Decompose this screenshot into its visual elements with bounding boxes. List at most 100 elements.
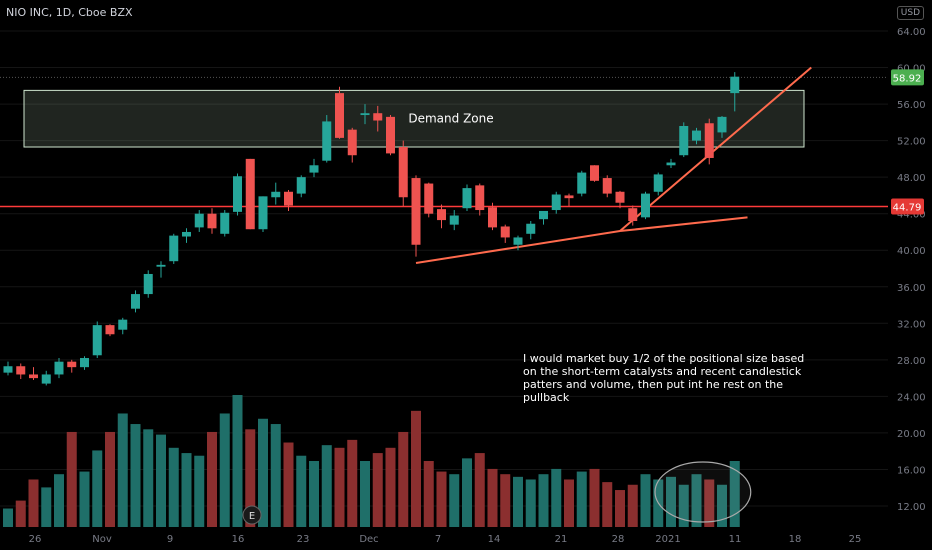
volume-highlight-ellipse <box>654 461 752 523</box>
candle-body <box>462 188 472 209</box>
volume-bar <box>296 455 307 527</box>
volume-bar <box>181 453 192 527</box>
x-tick-label: 18 <box>789 534 802 545</box>
candle-body <box>335 93 344 138</box>
candle-body <box>322 121 332 161</box>
volume-bar <box>270 424 281 527</box>
candle-body <box>105 325 115 335</box>
candle-body <box>666 162 676 166</box>
candle-body <box>539 210 548 220</box>
y-tick-label: 48.00 <box>897 173 926 184</box>
volume-bar <box>3 508 13 527</box>
candle-body <box>641 193 650 218</box>
volume-bar <box>525 479 536 527</box>
volume-bar <box>347 439 358 527</box>
volume-bar <box>28 479 39 527</box>
volume-bar <box>219 413 230 527</box>
trend-line <box>619 216 748 233</box>
candle-body <box>526 223 536 234</box>
candle-body <box>449 215 459 225</box>
volume-bar <box>41 487 52 527</box>
y-tick-label: 36.00 <box>897 283 926 294</box>
earnings-marker-label: E <box>249 511 255 522</box>
y-tick-label: 44.00 <box>897 210 926 221</box>
volume-bar <box>168 447 179 527</box>
volume-bar <box>500 474 511 527</box>
symbol-header[interactable]: NIO INC, 1D, Cboe BZX <box>6 6 133 19</box>
volume-bar <box>54 474 64 527</box>
volume-bar <box>309 461 319 527</box>
volume-bar <box>105 431 115 527</box>
volume-bar <box>245 429 256 527</box>
volume-bar <box>449 474 460 527</box>
volume-bar <box>678 484 689 527</box>
x-tick-label: Nov <box>92 534 112 545</box>
volume-bar <box>551 468 562 527</box>
volume-bar <box>704 479 715 527</box>
candle-body <box>80 358 89 368</box>
candle-body <box>717 116 727 133</box>
volume-bar <box>334 447 345 527</box>
x-tick-label: 11 <box>729 534 742 545</box>
note-text-line: pullback <box>523 391 570 404</box>
candle-body <box>437 209 446 221</box>
candle-body <box>284 191 293 206</box>
volume-bar <box>398 431 409 527</box>
trend-line <box>619 66 812 232</box>
volume-bar <box>130 424 141 527</box>
y-tick-label: 28.00 <box>897 356 926 367</box>
volume-bar <box>462 458 472 527</box>
y-tick-label: 40.00 <box>897 246 926 257</box>
level-price-label-bg <box>891 198 924 215</box>
volume-bar <box>258 418 268 527</box>
x-tick-label: 7 <box>435 534 441 545</box>
volume-bar <box>666 476 676 527</box>
x-tick-label: 23 <box>297 534 310 545</box>
volume-bar <box>436 471 447 527</box>
volume-bar <box>117 413 128 527</box>
candle-body <box>513 237 523 245</box>
candle-body <box>500 226 510 238</box>
volume-bar <box>513 476 523 527</box>
candle-body <box>194 213 204 228</box>
note-text-line: I would market buy 1/2 of the positional… <box>523 352 804 365</box>
x-tick-label: 14 <box>488 534 501 545</box>
demand-zone-label: Demand Zone <box>408 112 493 126</box>
volume-bar <box>207 431 217 527</box>
volume-bar <box>283 442 294 527</box>
candle-body <box>679 126 689 156</box>
candle-body <box>143 273 153 295</box>
earnings-marker <box>242 505 262 525</box>
candle-body <box>411 178 421 245</box>
candle-body <box>182 231 191 237</box>
volume-bar <box>627 484 638 527</box>
last-price-label-bg <box>891 69 924 86</box>
x-tick-label: 9 <box>167 534 173 545</box>
candle-body <box>628 208 638 221</box>
volume-bar <box>589 468 600 527</box>
candle-body <box>309 165 319 173</box>
candle-body <box>602 178 612 194</box>
candle-body <box>730 76 740 94</box>
y-tick-label: 32.00 <box>897 319 926 330</box>
volume-bar <box>640 474 651 527</box>
volume-bar <box>385 447 396 527</box>
volume-bar <box>321 445 332 527</box>
candle-body <box>551 194 561 211</box>
note-text-line: on the short-term catalysts and recent c… <box>523 365 802 378</box>
volume-bar <box>691 474 702 527</box>
candle-body <box>220 212 230 234</box>
volume-bar <box>615 490 625 527</box>
volume-bar <box>79 471 90 527</box>
candle-body <box>3 366 13 373</box>
x-tick-label: 25 <box>849 534 862 545</box>
currency-button[interactable]: USD <box>896 6 924 20</box>
candle-body <box>424 183 434 214</box>
candle-body <box>347 129 357 156</box>
candle-body <box>615 191 625 203</box>
x-tick-label: 26 <box>29 534 42 545</box>
volume-bar <box>411 410 421 527</box>
candle-body <box>233 176 242 212</box>
volume-bar <box>232 395 243 527</box>
